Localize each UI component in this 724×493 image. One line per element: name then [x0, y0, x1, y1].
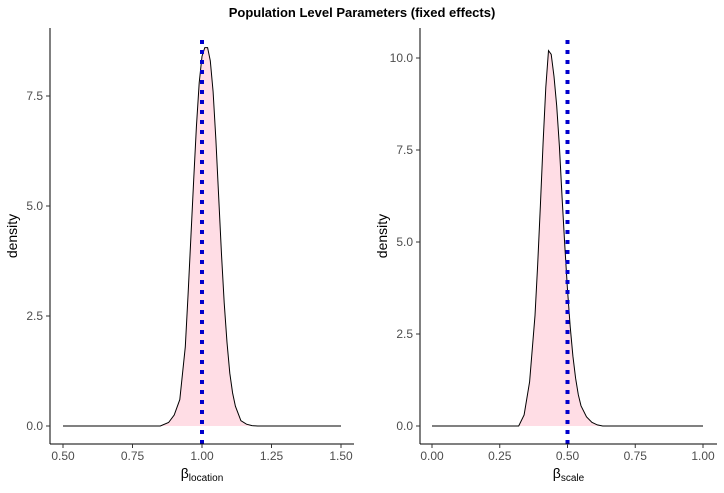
- y-tick-label: 7.5: [396, 143, 413, 157]
- x-tick-label: 1.50: [329, 449, 353, 463]
- y-tick-label: 0.0: [396, 419, 413, 433]
- x-tick-label: 0.50: [556, 449, 580, 463]
- x-tick-label: 0.00: [420, 449, 444, 463]
- density-curve: [63, 47, 341, 427]
- x-tick-label: 1.00: [691, 449, 715, 463]
- y-tick-label: 7.5: [26, 89, 43, 103]
- density-curve: [432, 49, 703, 427]
- x-tick-label: 0.75: [121, 449, 145, 463]
- y-tick-label: 5.0: [26, 199, 43, 213]
- y-tick-label: 0.0: [26, 419, 43, 433]
- panel-scale: 0.00 0.25 0.50 0.75 1.00 0.0 2.5 5.0 7.5 10.0 βsca…: [374, 28, 717, 484]
- y-tick-label: 5.0: [396, 235, 413, 249]
- density-area: [432, 50, 703, 426]
- figure-title: Population Level Parameters (fixed effec…: [229, 5, 496, 20]
- y-axis-title: density: [374, 214, 390, 258]
- x-axis-title: βscale: [553, 465, 585, 484]
- x-tick-label: 1.00: [190, 449, 214, 463]
- density-area: [63, 47, 341, 426]
- y-tick-label: 10.0: [390, 51, 414, 65]
- x-tick-label: 1.25: [260, 449, 284, 463]
- x-tick-label: 0.50: [51, 449, 75, 463]
- y-tick-label: 2.5: [26, 309, 43, 323]
- x-axis-title: βlocation: [181, 465, 224, 484]
- y-tick-label: 2.5: [396, 327, 413, 341]
- x-tick-label: 0.75: [624, 449, 648, 463]
- x-tick-label: 0.25: [488, 449, 512, 463]
- y-axis-title: density: [4, 214, 20, 258]
- panel-location: 0.50 0.75 1.00 1.25 1.50 0.0 2.5 5.0 7.5 βlocatio…: [4, 28, 354, 484]
